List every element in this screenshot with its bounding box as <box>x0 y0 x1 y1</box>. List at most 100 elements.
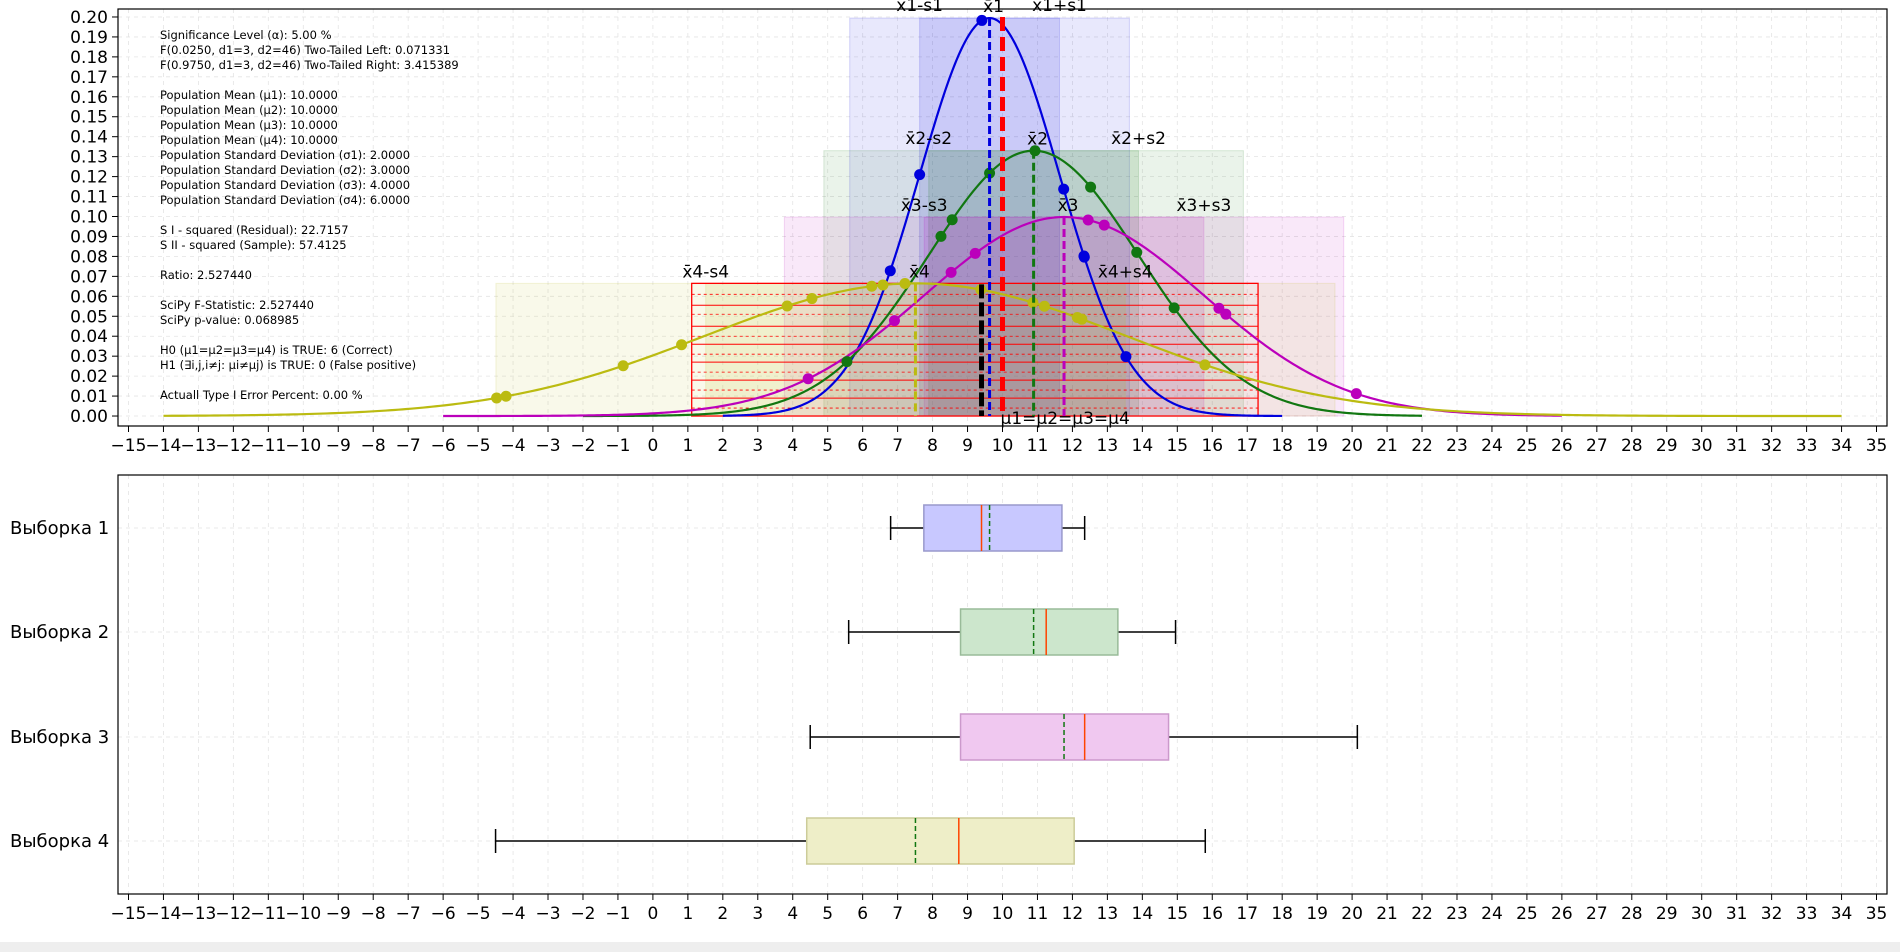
toolbar-strip <box>0 942 1900 952</box>
sample-point-2 <box>946 214 958 226</box>
sample-point-1 <box>914 169 926 181</box>
sd-label: x̄2+s2 <box>1111 129 1166 149</box>
category-label: Выборка 4 <box>10 831 109 852</box>
info-line: Population Standard Deviation (σ2): 3.00… <box>160 163 410 177</box>
sample-point-3 <box>802 373 814 385</box>
x-tick-label: 6 <box>857 904 868 924</box>
x-tick-label: 13 <box>1097 904 1119 924</box>
x-tick-label: 33 <box>1796 436 1818 456</box>
sample-point-4 <box>491 392 503 404</box>
x-tick-label: −11 <box>250 436 286 456</box>
x-tick-label: 28 <box>1621 904 1643 924</box>
density-curve-4 <box>163 282 1842 418</box>
y-tick-label: 0.20 <box>70 8 108 28</box>
x-tick-label: 29 <box>1656 904 1678 924</box>
x-tick-label: 20 <box>1341 904 1363 924</box>
mark-labels: x̄1-s1 x̄1+s1 x̄2-s2 x̄2+s2 x̄3-s3 x̄3+s3 x̄4-… <box>682 0 1231 429</box>
x-tick-label: −10 <box>285 436 321 456</box>
y-tick-label: 0.15 <box>70 108 108 128</box>
x-tick-label: 18 <box>1271 436 1293 456</box>
y-tick-label: 0.14 <box>70 128 108 148</box>
boxplot-chart: −15 −14 −13 −12 −11 −10 −9 −8 −7 −6 −5 −4 −3 −2 −1 0 1 2 3… <box>10 474 1888 924</box>
sample-point-3 <box>945 266 957 278</box>
info-line: Population Mean (μ2): 10.0000 <box>160 103 338 117</box>
boxplot-category-axis: Выборка 1 Выборка 2 Выборка 3 Выборка 4 <box>10 518 109 852</box>
category-label: Выборка 3 <box>10 727 109 748</box>
sample-point-2 <box>1131 246 1143 258</box>
sd-label: x̄3-s3 <box>901 196 948 216</box>
x-tick-label: 33 <box>1796 904 1818 924</box>
sample-point-4 <box>500 390 512 402</box>
sample-point-2 <box>1085 181 1097 193</box>
x-tick-label: 8 <box>927 436 938 456</box>
x-tick-label: 34 <box>1831 436 1853 456</box>
sample-point-4 <box>1076 313 1088 325</box>
x-tick-label: 26 <box>1551 904 1573 924</box>
density-chart: x̄1-s1 x̄1+s1 x̄2-s2 x̄2+s2 x̄3-s3 x̄3+s3 x̄4-… <box>70 0 1888 456</box>
sample-point-1 <box>1120 351 1132 363</box>
mean-lines <box>913 16 1066 417</box>
x-tick-label: 22 <box>1411 436 1433 456</box>
box-4 <box>805 817 1075 865</box>
x-tick-label: 4 <box>787 904 798 924</box>
x-tick-label: 5 <box>822 904 833 924</box>
x-tick-label: 19 <box>1306 904 1328 924</box>
x-tick-label: 3 <box>752 904 763 924</box>
x-tick-label: −3 <box>535 904 560 924</box>
x-tick-label: 23 <box>1446 904 1468 924</box>
x-tick-label: 11 <box>1027 904 1049 924</box>
x-tick-label: 15 <box>1166 436 1188 456</box>
x-tick-label: 35 <box>1866 904 1888 924</box>
y-tick-label: 0.06 <box>70 287 108 307</box>
info-text: Significance Level (α): 5.00 %F(0.0250, … <box>160 28 459 402</box>
x-tick-label: −2 <box>570 436 595 456</box>
x-tick-label: −8 <box>361 436 386 456</box>
sample-point-3 <box>1220 308 1232 320</box>
x-tick-label: 16 <box>1201 436 1223 456</box>
x-tick-label: −11 <box>250 904 286 924</box>
x-tick-label: 17 <box>1236 904 1258 924</box>
x-tick-label: −8 <box>361 904 386 924</box>
x-tick-label: 1 <box>682 904 693 924</box>
box-2 <box>959 608 1119 656</box>
sample-point-2 <box>984 167 996 179</box>
x-tick-label: 2 <box>717 436 728 456</box>
x-tick-label: 7 <box>892 904 903 924</box>
sample-point-4 <box>877 279 889 291</box>
sd-label: x̄4-s4 <box>682 262 729 282</box>
mean-label-4: x̄4 <box>909 262 930 282</box>
sample-point-3 <box>1082 214 1094 226</box>
x-tick-label: 34 <box>1831 904 1853 924</box>
y-tick-label: 0.03 <box>70 347 108 367</box>
x-tick-label: 30 <box>1691 904 1713 924</box>
density-y-axis: 0.000.010.020.030.040.050.060.070.080.09… <box>70 8 118 427</box>
x-tick-label: 18 <box>1271 904 1293 924</box>
x-tick-label: 23 <box>1446 436 1468 456</box>
x-tick-label: 6 <box>857 436 868 456</box>
x-tick-label: 31 <box>1726 436 1748 456</box>
x-tick-label: 27 <box>1586 436 1608 456</box>
x-tick-label: 9 <box>962 436 973 456</box>
x-tick-label: 17 <box>1236 436 1258 456</box>
x-tick-label: −14 <box>146 436 182 456</box>
x-tick-label: 20 <box>1341 436 1363 456</box>
info-line: Actuall Type I Error Percent: 0.00 % <box>160 388 363 402</box>
sample-point-2 <box>1168 302 1180 314</box>
y-tick-label: 0.17 <box>70 68 108 88</box>
x-tick-label: 32 <box>1761 904 1783 924</box>
y-tick-label: 0.05 <box>70 307 108 327</box>
y-tick-label: 0.19 <box>70 28 108 48</box>
x-tick-label: −13 <box>180 436 216 456</box>
x-tick-label: −13 <box>180 904 216 924</box>
x-tick-label: −12 <box>215 904 251 924</box>
sample-point-2 <box>841 356 853 368</box>
x-tick-label: 21 <box>1376 904 1398 924</box>
y-tick-label: 0.04 <box>70 327 108 347</box>
info-line: SciPy p-value: 0.068985 <box>160 313 299 327</box>
x-tick-label: −1 <box>605 904 630 924</box>
x-tick-label: 1 <box>682 436 693 456</box>
box-3 <box>959 713 1170 761</box>
info-line: F(0.0250, d1=3, d2=46) Two-Tailed Left: … <box>160 43 450 57</box>
sample-point-1 <box>1078 250 1090 262</box>
